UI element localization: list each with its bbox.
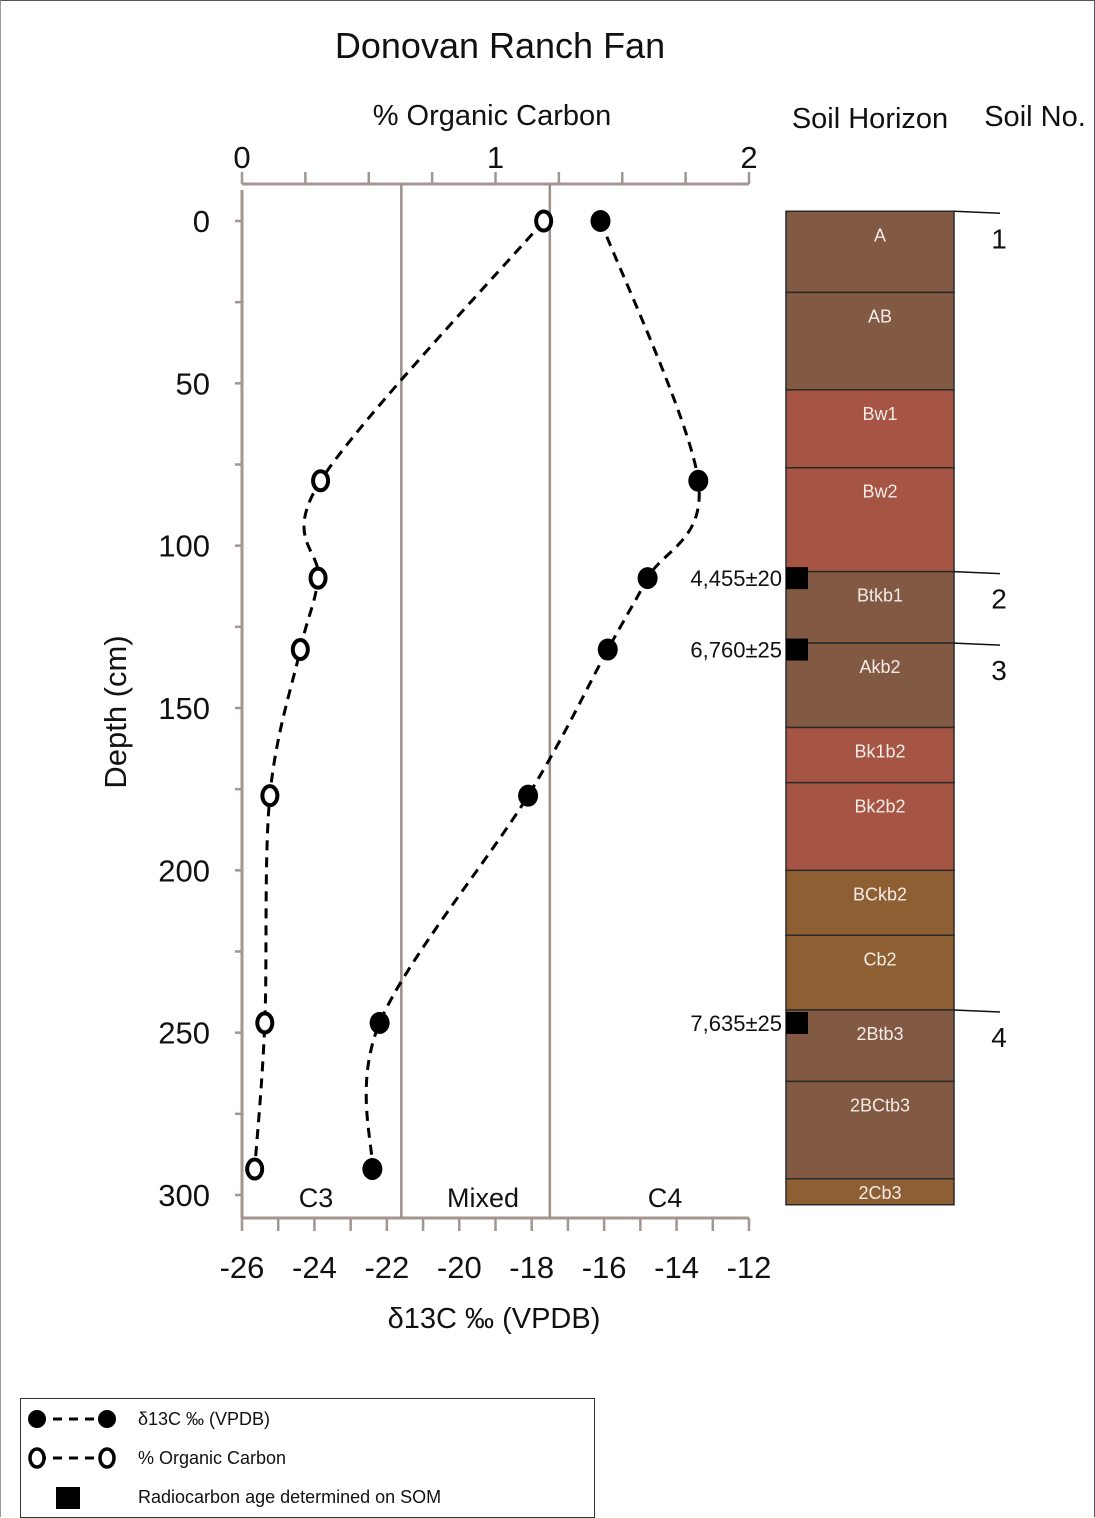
data-point-organic-carbon — [245, 1157, 265, 1181]
horizon-btkb1 — [785, 570, 955, 644]
bottom-axis-label: δ13C ‰ (VPDB) — [388, 1303, 601, 1335]
legend-item-radiocarbon: Radiocarbon age determined on SOM — [21, 1479, 594, 1515]
legend: δ13C ‰ (VPDB) % Organic Carbon Radiocarb… — [20, 1398, 595, 1518]
depth-tick-label: 250 — [158, 1016, 210, 1051]
horizon-2bctb3 — [785, 1080, 955, 1180]
soil-boundary-line — [953, 570, 1001, 575]
depth-tick-label: 300 — [158, 1178, 210, 1213]
filled-circle-dashed-icon — [28, 1410, 116, 1428]
horizon-label: Bk1b2 — [854, 741, 905, 761]
soil-column: A AB Bw1 Bw2 Btkb1 Akb2 Bk1b2 Bk2b2 BCkb2 Cb2 2Btb… — [690, 210, 1007, 1206]
horizon-label: Bw1 — [862, 404, 897, 424]
depth-tick-label: 150 — [158, 691, 210, 726]
top-tick-label: 0 — [233, 140, 250, 175]
data-point-organic-carbon — [311, 469, 331, 493]
horizon-2btb3 — [785, 1009, 955, 1083]
bottom-tick-label: -26 — [220, 1250, 265, 1285]
radiocarbon-marker — [786, 1011, 808, 1034]
zone-label-c3: C3 — [299, 1183, 334, 1213]
soil-number-label: 3 — [991, 655, 1007, 686]
bottom-tick-label: -18 — [509, 1250, 554, 1285]
horizon-label: 2Btb3 — [856, 1024, 903, 1044]
horizon-label: Btkb1 — [857, 586, 903, 606]
radiocarbon-age-label: 6,760±25 — [690, 638, 782, 663]
data-point-organic-carbon — [255, 1011, 275, 1035]
horizon-bw2 — [785, 466, 955, 573]
legend-item-organic-carbon: % Organic Carbon — [21, 1440, 594, 1476]
depth-tick-label: 100 — [158, 529, 210, 564]
horizon-cb2 — [785, 934, 955, 1011]
chart-title: Donovan Ranch Fan — [335, 25, 665, 66]
soil-boundary-line — [953, 210, 1001, 215]
horizon-label: Bk2b2 — [854, 797, 905, 817]
bottom-tick-label: -12 — [727, 1250, 772, 1285]
soil-horizon-header: Soil Horizon — [792, 103, 948, 135]
horizon-2cb3 — [785, 1178, 955, 1206]
axes-layer: 0 1 2 -26 -24 -22 -20 -18 -16 -14 -12 0 50 100 150 200 2… — [158, 140, 771, 1285]
radiocarbon-marker — [786, 638, 808, 661]
depth-profile-chart: Donovan Ranch Fan % Organic Carbon δ13C … — [98, 25, 1086, 1335]
bottom-tick-label: -14 — [654, 1250, 699, 1285]
data-point-d13c — [637, 567, 658, 590]
horizon-label: 2BCtb3 — [850, 1095, 910, 1115]
filled-square-icon — [56, 1487, 80, 1509]
legend-item-d13c: δ13C ‰ (VPDB) — [21, 1401, 594, 1437]
data-point-d13c — [362, 1158, 383, 1181]
y-axis-label: Depth (cm) — [98, 635, 133, 788]
radiocarbon-age-label: 7,635±25 — [690, 1011, 782, 1036]
data-point-organic-carbon — [534, 209, 554, 233]
data-point-organic-carbon — [290, 638, 310, 662]
data-point-organic-carbon — [260, 784, 280, 808]
horizon-label: AB — [868, 306, 892, 326]
bottom-tick-label: -24 — [292, 1250, 337, 1285]
top-tick-label: 1 — [487, 140, 504, 175]
data-point-d13c — [518, 784, 539, 807]
top-axis-label: % Organic Carbon — [373, 100, 612, 132]
legend-label-organic-carbon: % Organic Carbon — [138, 1448, 287, 1468]
horizon-label: Akb2 — [859, 657, 900, 677]
horizon-label: 2Cb3 — [858, 1183, 901, 1203]
top-tick-label: 2 — [740, 140, 757, 175]
horizon-label: A — [874, 225, 886, 245]
soil-number-label: 2 — [991, 584, 1007, 615]
series-layer — [245, 209, 709, 1181]
depth-tick-label: 200 — [158, 853, 210, 888]
depth-tick-label: 50 — [176, 366, 210, 401]
radiocarbon-age-label: 4,455±20 — [690, 566, 782, 591]
horizon-label: BCkb2 — [853, 884, 907, 904]
legend-label-radiocarbon: Radiocarbon age determined on SOM — [138, 1487, 442, 1507]
zone-label-mixed: Mixed — [447, 1183, 519, 1213]
horizon-bw1 — [785, 389, 955, 469]
data-point-d13c — [688, 469, 709, 492]
open-circle-dashed-icon — [28, 1447, 116, 1469]
data-point-d13c — [369, 1011, 390, 1034]
horizon-label: Bw2 — [862, 482, 897, 502]
horizon-a — [785, 210, 955, 294]
horizon-bk2b2 — [785, 781, 955, 872]
soil-boundary-line — [953, 1009, 1001, 1013]
radiocarbon-marker — [786, 567, 808, 590]
soil-number-header: Soil No. — [984, 101, 1086, 133]
data-point-d13c — [590, 210, 611, 232]
soil-boundary-line — [953, 642, 1001, 646]
zone-label-c4: C4 — [648, 1183, 683, 1213]
soil-number-label: 1 — [991, 223, 1007, 254]
bottom-tick-label: -20 — [437, 1250, 482, 1285]
soil-number-label: 4 — [991, 1022, 1007, 1053]
data-point-organic-carbon — [308, 566, 328, 590]
bottom-tick-label: -22 — [364, 1250, 409, 1285]
horizon-akb2 — [785, 642, 955, 729]
data-point-d13c — [597, 638, 618, 661]
horizon-bk1b2 — [785, 726, 955, 784]
horizon-ab — [785, 291, 955, 391]
horizon-label: Cb2 — [863, 949, 896, 969]
depth-tick-label: 0 — [193, 204, 210, 239]
legend-label-d13c: δ13C ‰ (VPDB) — [138, 1409, 271, 1429]
horizon-bckb2 — [785, 869, 955, 937]
bottom-tick-label: -16 — [582, 1250, 627, 1285]
series-line-organic-carbon — [253, 220, 545, 1170]
zone-layer: C3 Mixed C4 — [299, 184, 683, 1218]
